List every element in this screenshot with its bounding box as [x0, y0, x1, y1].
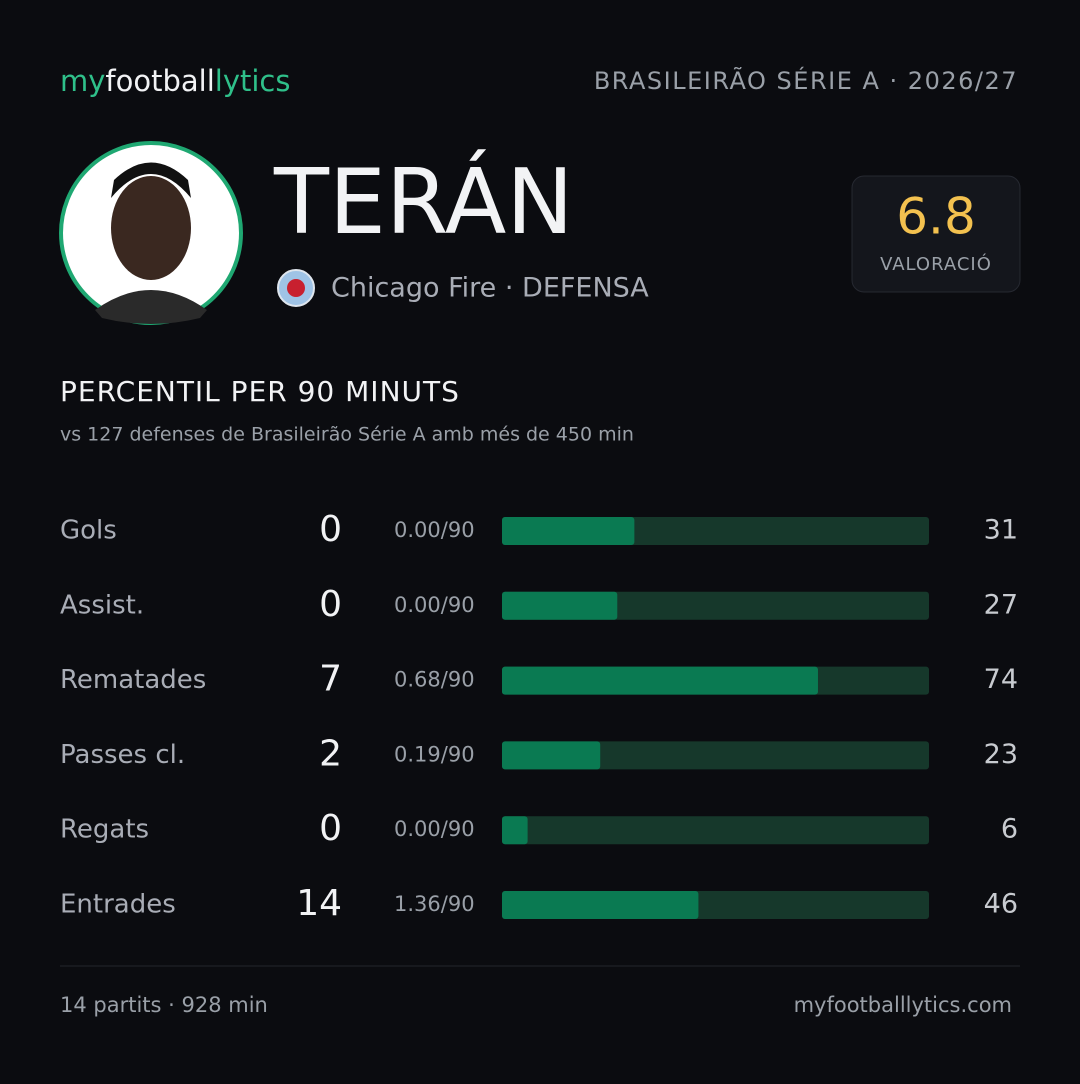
- section-title: PERCENTIL PER 90 MINUTS: [60, 375, 460, 408]
- bar-track: [502, 816, 929, 845]
- rating-label: VALORACIÓ: [880, 253, 992, 275]
- footer-right: myfootballlytics.com: [794, 993, 1012, 1017]
- bar: [502, 816, 528, 845]
- stat-label: Gols: [60, 516, 117, 546]
- stat-per90: 0.68/90: [394, 668, 475, 692]
- rating-value: 6.8: [896, 188, 976, 246]
- club-position: Chicago Fire · DEFENSA: [331, 273, 649, 304]
- stat-percentile: 27: [984, 589, 1018, 620]
- bar: [502, 741, 601, 770]
- brand-lytics: lytics: [215, 64, 291, 98]
- stat-label: Assist.: [60, 590, 144, 620]
- club-badge-center: [287, 279, 305, 297]
- brand-football: football: [105, 64, 214, 98]
- stat-percentile: 31: [984, 515, 1018, 546]
- bar: [502, 517, 635, 545]
- stat-label: Regats: [60, 815, 149, 845]
- player-silhouette: [95, 162, 207, 324]
- stat-label: Rematades: [60, 665, 206, 695]
- bar: [502, 591, 618, 620]
- brand-my: my: [60, 64, 105, 98]
- rating-box: [851, 175, 1021, 293]
- stat-percentile: 74: [984, 664, 1018, 695]
- stat-per90: 0.00/90: [394, 593, 475, 617]
- stat-total: 7: [319, 659, 342, 700]
- stat-per90: 1.36/90: [394, 892, 475, 916]
- brand: myfootballlytics: [60, 64, 290, 98]
- stat-per90: 0.19/90: [394, 742, 475, 766]
- stat-percentile: 23: [984, 739, 1018, 770]
- stat-total: 0: [319, 808, 342, 849]
- player-name: TERÁN: [273, 148, 574, 255]
- stat-per90: 0.00/90: [394, 817, 475, 841]
- stat-total: 2: [319, 733, 342, 774]
- stat-per90: 0.00/90: [394, 518, 475, 542]
- stat-label: Passes cl.: [60, 740, 185, 770]
- bar: [502, 666, 818, 695]
- stat-percentile: 46: [984, 889, 1018, 920]
- stat-label: Entrades: [60, 890, 176, 920]
- stat-total: 14: [296, 883, 342, 924]
- league: BRASILEIRÃO SÉRIE A · 2026/27: [594, 65, 1018, 95]
- footer-left: 14 partits · 928 min: [60, 993, 268, 1017]
- stat-total: 0: [319, 584, 342, 625]
- stat-total: 0: [319, 509, 342, 550]
- bar-track: [502, 741, 929, 770]
- section-subtitle: vs 127 defenses de Brasileirão Série A a…: [60, 424, 634, 446]
- stat-percentile: 6: [1001, 814, 1018, 845]
- bar: [502, 891, 699, 919]
